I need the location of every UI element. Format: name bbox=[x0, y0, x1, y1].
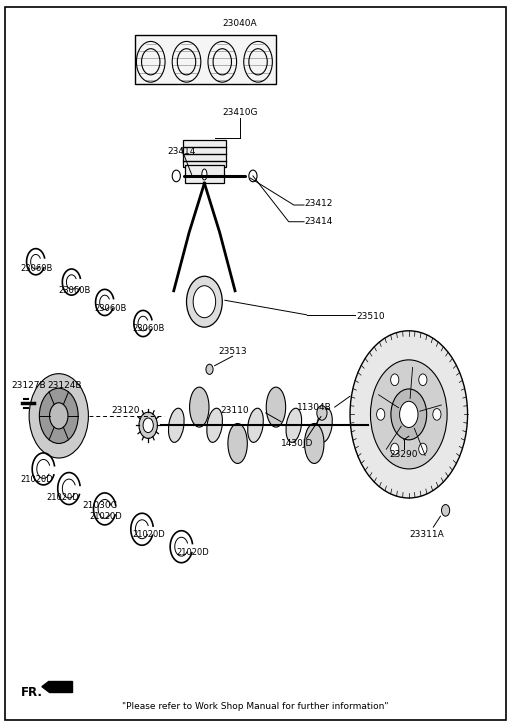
Ellipse shape bbox=[248, 409, 263, 442]
Circle shape bbox=[391, 374, 399, 385]
Text: 21030C: 21030C bbox=[82, 501, 117, 510]
Ellipse shape bbox=[266, 387, 286, 427]
Circle shape bbox=[442, 505, 450, 516]
Ellipse shape bbox=[202, 169, 207, 180]
Circle shape bbox=[50, 403, 68, 429]
Ellipse shape bbox=[305, 423, 324, 464]
Circle shape bbox=[370, 360, 447, 469]
Circle shape bbox=[390, 443, 399, 455]
Bar bbox=[135, 35, 276, 84]
Text: 23414: 23414 bbox=[167, 147, 196, 156]
Text: 11304B: 11304B bbox=[297, 403, 332, 411]
Text: 1430JD: 1430JD bbox=[281, 439, 314, 448]
Text: 23311A: 23311A bbox=[409, 530, 444, 539]
Text: "Please refer to Work Shop Manual for further information": "Please refer to Work Shop Manual for fu… bbox=[122, 702, 389, 711]
Circle shape bbox=[350, 331, 468, 498]
Circle shape bbox=[187, 276, 222, 327]
Circle shape bbox=[193, 286, 216, 318]
Text: 21020D: 21020D bbox=[133, 530, 166, 539]
Text: 23410G: 23410G bbox=[222, 108, 258, 117]
Text: 23290: 23290 bbox=[389, 450, 418, 459]
Ellipse shape bbox=[286, 409, 301, 442]
Text: 23414: 23414 bbox=[305, 217, 333, 226]
Circle shape bbox=[419, 443, 427, 455]
Text: 23127B: 23127B bbox=[11, 381, 46, 390]
Text: 23510: 23510 bbox=[356, 312, 385, 321]
Circle shape bbox=[391, 389, 427, 440]
Circle shape bbox=[143, 418, 153, 433]
Bar bbox=[49, 681, 72, 692]
Text: 23060B: 23060B bbox=[133, 324, 165, 333]
Bar bbox=[183, 140, 226, 167]
Text: 23513: 23513 bbox=[218, 348, 247, 356]
Text: 23124B: 23124B bbox=[47, 381, 82, 390]
Circle shape bbox=[433, 409, 441, 420]
Ellipse shape bbox=[190, 387, 209, 427]
Circle shape bbox=[377, 409, 385, 420]
Text: 21020D: 21020D bbox=[89, 512, 122, 521]
Text: 21020D: 21020D bbox=[176, 548, 209, 557]
Text: 23060B: 23060B bbox=[59, 286, 91, 295]
Text: 23060B: 23060B bbox=[20, 265, 53, 273]
Text: 21020D: 21020D bbox=[46, 494, 79, 502]
Circle shape bbox=[400, 401, 418, 427]
Circle shape bbox=[419, 374, 427, 385]
Text: 23412: 23412 bbox=[305, 199, 333, 208]
Ellipse shape bbox=[228, 423, 247, 464]
Text: 23110: 23110 bbox=[221, 406, 249, 415]
Circle shape bbox=[39, 388, 78, 443]
Ellipse shape bbox=[317, 409, 332, 442]
Circle shape bbox=[139, 412, 157, 438]
Bar bbox=[185, 165, 224, 183]
Text: 23060B: 23060B bbox=[95, 305, 127, 313]
Circle shape bbox=[206, 364, 213, 374]
Text: 23040A: 23040A bbox=[223, 20, 258, 28]
Circle shape bbox=[29, 374, 88, 458]
Text: 21020D: 21020D bbox=[20, 475, 53, 484]
Circle shape bbox=[317, 406, 327, 420]
Text: FR.: FR. bbox=[20, 686, 42, 699]
Text: 23120: 23120 bbox=[111, 406, 140, 415]
Ellipse shape bbox=[169, 409, 184, 442]
Polygon shape bbox=[42, 681, 49, 692]
Ellipse shape bbox=[207, 409, 222, 442]
